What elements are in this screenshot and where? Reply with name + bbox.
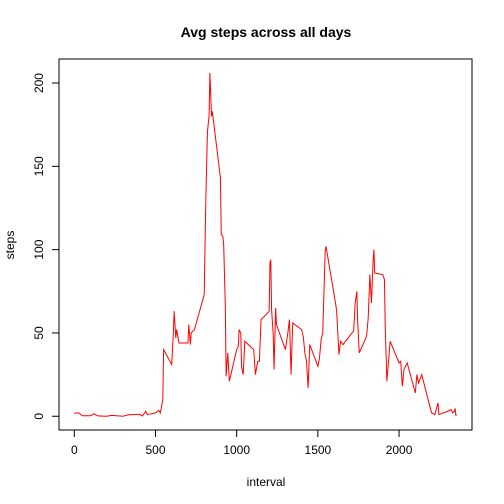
y-tick-label: 0 [32, 413, 46, 420]
chart-title: Avg steps across all days [181, 24, 352, 40]
y-tick-label: 150 [32, 156, 46, 176]
x-tick-label: 500 [145, 443, 165, 457]
y-tick-label: 50 [32, 326, 46, 340]
x-tick-label: 1500 [305, 443, 332, 457]
x-axis-label: interval [247, 475, 286, 489]
data-line [74, 73, 458, 417]
y-tick-label: 200 [32, 73, 46, 93]
x-tick-label: 1000 [223, 443, 250, 457]
y-tick-label: 100 [32, 239, 46, 259]
x-tick-label: 0 [71, 443, 78, 457]
y-axis-label: steps [3, 231, 17, 260]
x-tick-label: 2000 [386, 443, 413, 457]
